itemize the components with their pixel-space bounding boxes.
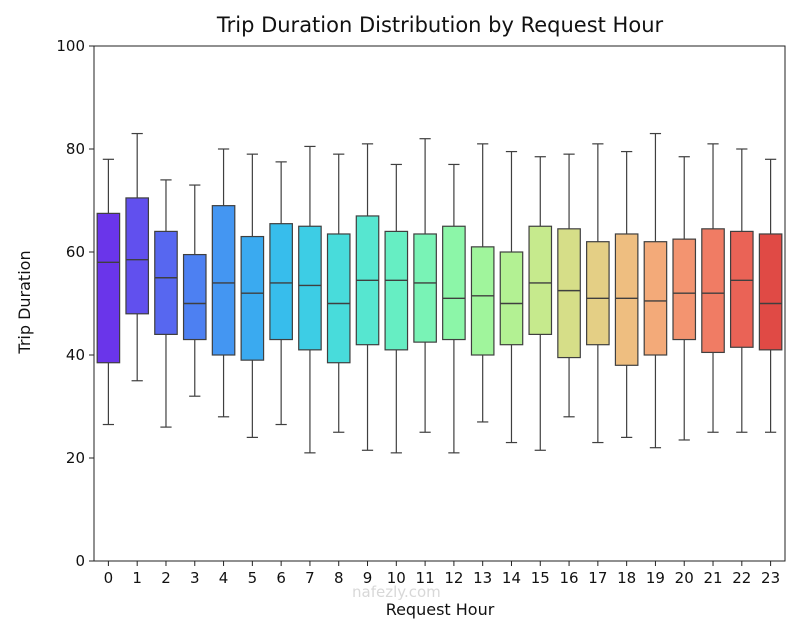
y-tick-label: 80 [66,140,85,158]
box [384,230,409,351]
box [557,228,581,359]
box [326,233,351,364]
box [643,241,668,356]
x-tick-label: 18 [617,569,636,587]
box [154,230,178,335]
box [442,225,466,341]
box [240,235,265,361]
x-tick-label: 20 [675,569,694,587]
x-tick-label: 15 [531,569,550,587]
axes-frame [93,45,786,562]
y-axis-label: Trip Duration [15,250,34,354]
box [470,246,495,356]
box [672,238,697,341]
y-tick-label: 60 [66,243,85,261]
y-tick-label: 100 [56,37,85,55]
box [182,253,207,341]
x-tick-label: 11 [416,569,435,587]
box [729,230,754,348]
box [701,228,725,354]
chart-title: Trip Duration Distribution by Request Ho… [216,13,664,37]
x-axis-label: Request Hour [386,600,495,619]
x-tick-label: 3 [190,569,200,587]
x-tick-label: 2 [161,569,171,587]
x-tick-label: 12 [444,569,463,587]
x-tick-label: 0 [104,569,114,587]
x-tick-label: 17 [588,569,607,587]
box [586,241,610,346]
x-tick-label: 5 [248,569,258,587]
y-tick-label: 20 [66,449,85,467]
x-tick-label: 14 [502,569,521,587]
x-tick-label: 7 [305,569,315,587]
box [298,225,322,351]
x-tick-label: 23 [761,569,780,587]
watermark-text: nafezly.com [352,583,441,601]
y-tick-label: 0 [75,552,85,570]
x-tick-label: 19 [646,569,665,587]
x-tick-label: 9 [363,569,373,587]
x-tick-label: 6 [276,569,286,587]
x-tick-label: 10 [387,569,406,587]
x-tick-label: 16 [560,569,579,587]
box [96,212,121,364]
y-tick-label: 40 [66,346,85,364]
x-tick-label: 22 [732,569,751,587]
x-tick-label: 21 [703,569,722,587]
box [499,251,524,346]
box [528,225,553,336]
box [614,233,639,366]
x-tick-label: 13 [473,569,492,587]
box [758,233,783,351]
x-tick-label: 4 [219,569,229,587]
x-tick-label: 8 [334,569,344,587]
box [211,205,236,356]
box [413,233,437,343]
x-tick-label: 1 [132,569,142,587]
box [269,223,293,341]
box [125,197,150,315]
